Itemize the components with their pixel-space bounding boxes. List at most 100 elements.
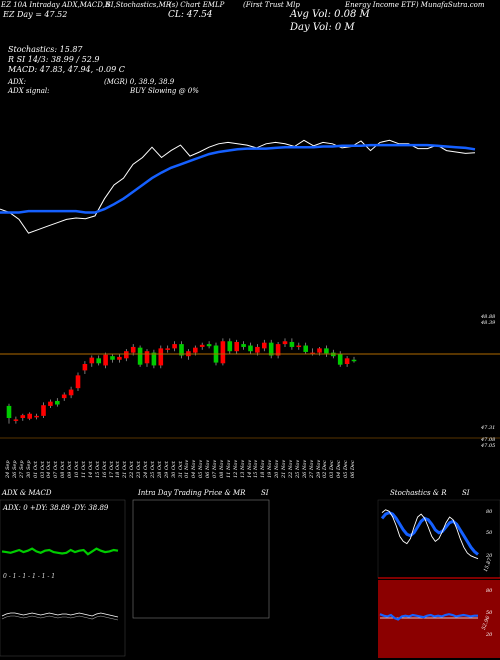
candle-body <box>303 345 308 352</box>
date-label: 13 Nov <box>239 459 246 478</box>
candle-body <box>351 359 357 362</box>
date-label: 15 Nov <box>253 459 260 478</box>
adx-panel-title: ADX & MACD <box>2 489 52 497</box>
candle-body <box>296 345 302 348</box>
rsi-line <box>379 613 478 621</box>
macd-line <box>1 612 119 618</box>
ema-line <box>0 143 476 214</box>
date-label: 31 Oct <box>177 461 184 478</box>
date-label: 03 Oct <box>39 461 46 478</box>
adx-readout: ADX: 0 +DY: 38.89 -DY: 38.89 <box>3 504 109 512</box>
date-label: 25 Nov <box>294 459 301 478</box>
date-label: 01 Nov <box>184 459 191 478</box>
date-label: 17 Oct <box>108 461 115 478</box>
date-label: 27 Nov <box>308 459 315 478</box>
header-adx-values: (MGR) 0, 38.9, 38.9 <box>104 78 175 86</box>
candle-body <box>220 341 226 364</box>
date-label: 12 Nov <box>232 459 239 478</box>
candle-body <box>227 341 233 352</box>
header-macd: MACD: 47.83, 47.94, -0.09 C <box>8 65 125 74</box>
date-label: 04 Nov <box>191 459 198 478</box>
stoch-d-line <box>380 510 479 556</box>
candle-body <box>234 341 239 352</box>
stoch-panel-title: Stochastics & R <box>390 489 447 497</box>
candle-body <box>248 345 253 352</box>
date-label: 21 Oct <box>122 461 129 478</box>
adx-line <box>1 547 119 556</box>
candle-body <box>137 347 143 365</box>
date-label: 18 Nov <box>260 459 267 478</box>
candle-body <box>27 413 32 419</box>
candle-body <box>48 401 53 406</box>
candle-body <box>344 358 350 364</box>
date-label: 18 Oct <box>115 461 122 478</box>
date-label: 04 Oct <box>46 461 53 478</box>
date-label: 23 Oct <box>136 461 143 478</box>
price-label-lower1: 47.31 <box>481 425 496 431</box>
candlestick-chart <box>6 338 357 424</box>
candle-body <box>55 400 60 405</box>
date-label: 26 Sep <box>11 460 18 478</box>
date-label: 07 Nov <box>212 459 218 478</box>
candle-body <box>82 364 88 371</box>
date-label: 09 Oct <box>67 461 74 478</box>
date-label: 19 Nov <box>267 459 274 478</box>
candle-body <box>6 405 12 418</box>
adx-panel <box>0 499 126 657</box>
date-label: 14 Oct <box>87 461 94 478</box>
header-title-right2: Energy Income ETF) MunafaSutra.com <box>345 1 485 9</box>
date-label: 25 Oct <box>149 461 156 478</box>
date-label: 24 Oct <box>143 461 149 478</box>
date-label: 29 Nov <box>315 459 322 478</box>
candle-body <box>124 351 129 359</box>
header-title-left: EZ 10A Intraday ADX,MACD,B <box>1 1 111 9</box>
date-label: 04 Dec <box>336 460 343 478</box>
indicator-panels <box>0 499 500 658</box>
header-avg-volume: Avg Vol: 0.08 M <box>290 9 370 20</box>
header-day-price: EZ Day = 47.52 <box>3 10 68 19</box>
candle-body <box>275 344 281 356</box>
candle-body <box>199 344 205 347</box>
date-label: 30 Sep <box>25 460 32 478</box>
stoch-tick-80: 80 <box>486 509 493 515</box>
candle-body <box>110 356 115 360</box>
candle-body <box>165 348 170 350</box>
candle-body <box>61 394 67 399</box>
price-label-lower2: 47.08 <box>481 437 496 443</box>
price-line <box>0 139 476 234</box>
date-label: 22 Nov <box>287 459 294 478</box>
date-label: 06 Dec <box>350 460 356 478</box>
candle-body <box>317 348 322 353</box>
candle-body <box>255 346 260 353</box>
rsi-tick-80: 80 <box>486 588 493 594</box>
candle-body <box>310 352 315 355</box>
rsi-tick-20: 20 <box>486 632 493 638</box>
date-label: 29 Oct <box>163 461 170 478</box>
rsi-tick-50: 50 <box>486 610 493 616</box>
stoch-tick-20: 20 <box>486 553 493 559</box>
header-close-price: CL: 47.54 <box>168 10 213 20</box>
candle-body <box>324 348 329 354</box>
date-label: 24 Sep <box>5 460 11 478</box>
header-title-mid2: (s) Chart EMLP <box>169 1 225 9</box>
candle-body <box>241 344 246 347</box>
macd-signal-line <box>1 615 119 621</box>
date-label: 16 Oct <box>101 461 108 478</box>
date-label: 02 Dec <box>322 460 329 478</box>
candle-body <box>172 344 177 349</box>
date-label: 21 Nov <box>281 459 287 478</box>
stoch-panel-title2: SI <box>462 489 470 497</box>
candle-body <box>289 341 295 347</box>
candle-body <box>13 419 19 421</box>
date-label: 05 Nov <box>198 459 205 478</box>
candle-body <box>117 356 122 360</box>
candle-body <box>193 347 198 353</box>
adx-ticks: 0 - 1 - 1 - 1 - 1 - 1 <box>3 573 56 580</box>
header-stoch-values: R SI 14/3: 38.99 / 52.9 <box>8 55 100 64</box>
date-label: 11 Nov <box>225 459 232 478</box>
candle-body <box>130 346 136 353</box>
date-label: 15 Oct <box>94 461 101 478</box>
date-label: 14 Nov <box>246 459 253 478</box>
stoch-k-line <box>381 509 479 560</box>
candle-body <box>20 415 26 418</box>
